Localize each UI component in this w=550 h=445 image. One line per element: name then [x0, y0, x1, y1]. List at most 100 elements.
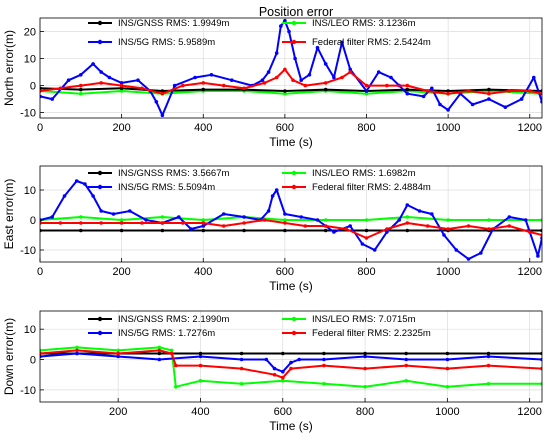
axes-box: [39, 17, 543, 119]
data-point: [40, 354, 42, 359]
data-point: [198, 354, 203, 359]
data-point: [364, 236, 369, 240]
axes-box: [39, 310, 543, 403]
data-point: [283, 221, 287, 225]
data-point: [466, 224, 471, 228]
data-point: [281, 351, 285, 356]
data-point: [160, 215, 165, 219]
data-point: [281, 379, 285, 383]
y-tick-label: 10: [24, 54, 36, 66]
legend-swatch-marker: [97, 20, 103, 26]
legend-swatch-marker: [97, 316, 103, 322]
data-point: [487, 227, 491, 231]
data-point: [404, 379, 409, 383]
data-point: [79, 87, 83, 92]
x-tick-label: 800: [357, 266, 375, 278]
data-point: [405, 87, 410, 92]
series-line: [40, 219, 542, 239]
data-point: [79, 215, 83, 219]
x-tick-label: 600: [276, 266, 294, 278]
data-point: [322, 382, 326, 386]
data-point: [372, 248, 377, 252]
data-point: [99, 209, 103, 213]
y-tick-label: -10: [20, 108, 36, 120]
data-point: [540, 218, 542, 222]
data-point: [446, 227, 450, 231]
data-point: [189, 227, 193, 231]
x-tick-label: 1000: [436, 266, 460, 278]
data-point: [160, 221, 165, 225]
data-point: [507, 224, 512, 228]
data-point: [540, 351, 542, 356]
data-point: [405, 83, 410, 88]
legend-entry: INS/GNSS RMS: 2.1990m: [118, 314, 229, 325]
data-point: [404, 351, 409, 356]
data-point: [201, 87, 206, 92]
legend-entry: Federal filter RMS: 2.5424m: [312, 37, 431, 48]
data-point: [209, 73, 214, 77]
data-point: [281, 375, 285, 380]
data-point: [198, 351, 203, 356]
data-point: [486, 354, 491, 359]
legend-swatch-marker: [291, 39, 297, 45]
data-point: [128, 209, 132, 213]
data-point: [193, 75, 197, 80]
data-point: [445, 366, 450, 371]
data-point: [397, 218, 402, 222]
legend-swatch-marker: [291, 316, 297, 322]
y-tick-label: 20: [24, 27, 36, 39]
data-point: [136, 78, 140, 82]
data-point: [405, 221, 410, 225]
data-point: [528, 230, 532, 234]
data-point: [140, 221, 144, 225]
data-point: [283, 67, 287, 72]
data-point: [160, 228, 165, 233]
data-point: [58, 86, 63, 91]
data-point: [291, 78, 295, 82]
data-point: [315, 218, 320, 222]
y-axis-label: East error(m): [2, 179, 16, 250]
data-point: [201, 228, 206, 233]
data-point: [274, 51, 279, 55]
data-point: [540, 366, 542, 371]
data-point: [503, 105, 508, 109]
data-point: [446, 89, 450, 93]
y-tick-label: 0: [30, 355, 36, 367]
data-point: [446, 108, 450, 112]
y-tick-label: -10: [20, 385, 36, 397]
data-point: [283, 91, 287, 96]
data-point: [75, 345, 79, 350]
data-point: [116, 354, 120, 359]
data-point: [297, 357, 302, 362]
data-point: [274, 75, 279, 80]
x-tick-label: 1200: [518, 122, 542, 134]
data-point: [322, 363, 326, 368]
down-error-subplot: 200 400 600 800 1000 1200 -10 0 10 Time (s) Down e…: [2, 310, 543, 433]
data-point: [99, 70, 103, 74]
data-point: [40, 94, 42, 99]
legend-entry: INS/GNSS RMS: 1.9949m: [118, 18, 229, 29]
data-point: [487, 91, 491, 96]
data-point: [40, 351, 42, 356]
plot-area: [40, 18, 542, 118]
data-point: [79, 73, 83, 77]
series-group: [40, 345, 542, 389]
data-point: [442, 233, 446, 237]
y-tick-label: 0: [30, 215, 36, 227]
data-point: [299, 215, 304, 219]
data-point: [157, 348, 162, 353]
data-point: [242, 228, 246, 233]
data-point: [445, 357, 450, 362]
data-point: [322, 357, 326, 362]
data-point: [507, 89, 512, 93]
data-point: [385, 227, 389, 231]
series-group: [40, 179, 542, 261]
data-point: [264, 357, 269, 362]
data-point: [363, 354, 367, 359]
data-point: [242, 215, 246, 219]
data-point: [364, 218, 369, 222]
data-point: [111, 212, 116, 216]
data-point: [75, 348, 79, 353]
